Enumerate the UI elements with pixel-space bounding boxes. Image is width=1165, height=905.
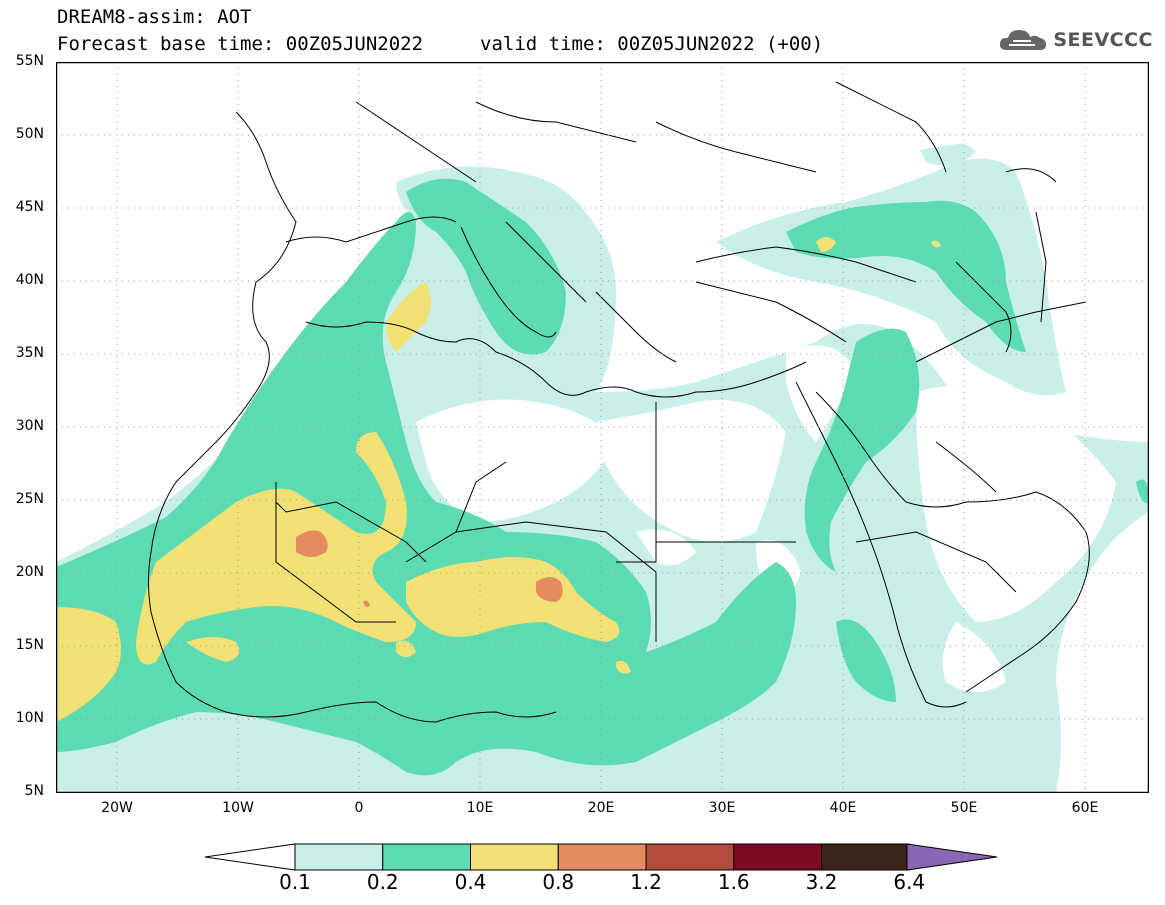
colorbar-label-0.4: 0.4 bbox=[454, 870, 487, 894]
aot-contour-0.8 bbox=[296, 530, 563, 607]
colorbar-label-0.1: 0.1 bbox=[279, 870, 311, 894]
map-panel bbox=[56, 62, 1149, 793]
lat-label-5N: 5N bbox=[24, 783, 44, 799]
lon-label-20E: 20E bbox=[587, 800, 615, 816]
colorbar-label-3.2: 3.2 bbox=[805, 870, 838, 894]
lon-label-60E: 60E bbox=[1071, 800, 1099, 816]
seevccc-logo: SEEVCCC bbox=[997, 26, 1153, 54]
valid-time: valid time: 00Z05JUN2022 (+00) bbox=[480, 33, 824, 55]
lat-label-25N: 25N bbox=[15, 491, 44, 507]
lon-label-20W: 20W bbox=[101, 800, 133, 816]
lon-label-50E: 50E bbox=[950, 800, 978, 816]
coastlines bbox=[148, 81, 1090, 723]
lat-label-35N: 35N bbox=[15, 345, 44, 361]
colorbar-swatch-1 bbox=[382, 843, 471, 871]
colorbar-under-triangle bbox=[205, 843, 296, 871]
lat-label-40N: 40N bbox=[15, 272, 44, 288]
chart-title: DREAM8-assim: AOT bbox=[57, 6, 252, 28]
lon-label-40E: 40E bbox=[829, 800, 857, 816]
colorbar bbox=[205, 843, 998, 871]
colorbar-label-6.4: 6.4 bbox=[893, 870, 926, 894]
lat-label-20N: 20N bbox=[15, 564, 44, 580]
lat-label-30N: 30N bbox=[15, 418, 44, 434]
lat-label-45N: 45N bbox=[15, 199, 44, 215]
lat-label-55N: 55N bbox=[15, 53, 44, 69]
graticule bbox=[56, 62, 1149, 793]
map-border bbox=[56, 62, 1149, 793]
colorbar-label-1.6: 1.6 bbox=[717, 870, 750, 894]
colorbar-label-0.8: 0.8 bbox=[542, 870, 575, 894]
colorbar-swatch-6 bbox=[821, 843, 910, 871]
colorbar-label-1.2: 1.2 bbox=[630, 870, 662, 894]
lon-label-0: 0 bbox=[354, 800, 364, 816]
lon-label-10E: 10E bbox=[466, 800, 494, 816]
lon-label-10W: 10W bbox=[222, 800, 254, 816]
cloud-icon bbox=[1000, 30, 1047, 50]
forecast-base-time: Forecast base time: 00Z05JUN2022 bbox=[57, 33, 424, 55]
colorbar-label-0.2: 0.2 bbox=[366, 870, 399, 894]
logo-text: SEEVCCC bbox=[1053, 29, 1153, 51]
colorbar-swatch-4 bbox=[645, 843, 735, 871]
lat-label-10N: 10N bbox=[15, 710, 44, 726]
lat-label-15N: 15N bbox=[15, 637, 44, 653]
colorbar-swatch-5 bbox=[733, 843, 822, 871]
colorbar-swatch-2 bbox=[470, 843, 559, 871]
colorbar-swatch-3 bbox=[557, 843, 647, 871]
colorbar-swatch-0 bbox=[294, 843, 384, 871]
lat-label-50N: 50N bbox=[15, 126, 44, 142]
lon-label-30E: 30E bbox=[708, 800, 736, 816]
colorbar-over-triangle bbox=[906, 843, 998, 871]
